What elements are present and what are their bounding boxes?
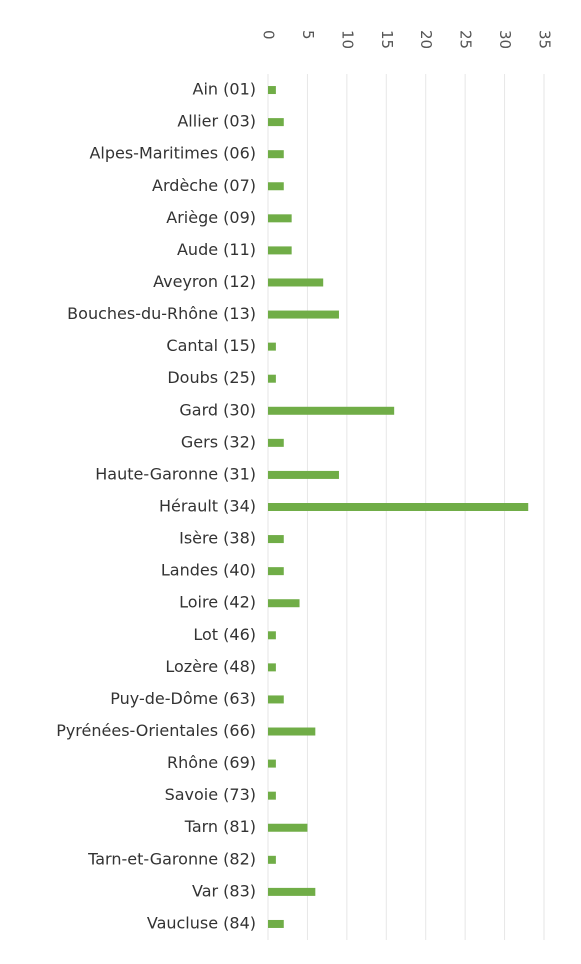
- y-tick-label: Rhône (69): [167, 753, 256, 772]
- bar: [268, 406, 395, 415]
- y-tick-label: Loire (42): [179, 593, 256, 612]
- y-tick-label: Lot (46): [193, 625, 256, 644]
- y-tick-label: Doubs (25): [167, 368, 256, 387]
- y-tick-label: Cantal (15): [166, 336, 256, 355]
- y-tick-label: Hérault (34): [159, 497, 256, 516]
- x-tick-label: 30: [496, 30, 514, 49]
- bar: [268, 919, 284, 928]
- x-tick-label: 5: [299, 30, 317, 40]
- y-tick-label: Gers (32): [181, 432, 256, 451]
- y-tick-label: Ardèche (07): [152, 176, 256, 195]
- y-tick-label: Bouches-du-Rhône (13): [67, 304, 256, 323]
- y-tick-label: Isère (38): [179, 529, 256, 548]
- bar: [268, 342, 276, 351]
- x-tick-label: 20: [417, 30, 435, 49]
- y-tick-label: Pyrénées-Orientales (66): [56, 721, 256, 740]
- bar: [268, 214, 292, 223]
- bar: [268, 695, 284, 704]
- x-tick-label: 0: [260, 30, 278, 40]
- y-tick-label: Aveyron (12): [153, 272, 256, 291]
- bar: [268, 535, 284, 544]
- y-tick-label: Lozère (48): [165, 657, 256, 676]
- bar: [268, 791, 276, 800]
- bar: [268, 470, 339, 479]
- y-tick-label: Vaucluse (84): [147, 913, 256, 932]
- bar: [268, 823, 308, 832]
- y-tick-label: Alpes-Maritimes (06): [89, 144, 256, 163]
- y-tick-label: Gard (30): [179, 400, 256, 419]
- bar: [268, 310, 339, 319]
- bar: [268, 374, 276, 383]
- x-tick-label: 10: [338, 30, 356, 49]
- bar: [268, 86, 276, 95]
- bar: [268, 631, 276, 640]
- bar: [268, 118, 284, 127]
- bar: [268, 150, 284, 159]
- y-tick-label: Haute-Garonne (31): [95, 464, 256, 483]
- bar: [268, 759, 276, 768]
- bar: [268, 599, 300, 608]
- y-tick-label: Aude (11): [177, 240, 256, 259]
- y-tick-label: Var (83): [192, 881, 256, 900]
- y-tick-label: Tarn (81): [184, 817, 256, 836]
- y-tick-label: Allier (03): [177, 112, 256, 131]
- x-tick-label: 15: [378, 30, 396, 49]
- y-tick-label: Savoie (73): [165, 785, 256, 804]
- bar: [268, 278, 324, 287]
- bar: [268, 855, 276, 864]
- y-tick-label: Tarn-et-Garonne (82): [87, 849, 256, 868]
- bar: [268, 567, 284, 576]
- bar: [268, 182, 284, 191]
- y-tick-label: Landes (40): [161, 561, 256, 580]
- x-tick-label: 25: [457, 30, 475, 49]
- bar: [268, 887, 316, 896]
- y-tick-label: Ariège (09): [166, 208, 256, 227]
- x-tick-label: 35: [536, 30, 554, 49]
- y-tick-label: Puy-de-Dôme (63): [110, 689, 256, 708]
- bar: [268, 503, 529, 511]
- bar: [268, 438, 284, 447]
- y-tick-label: Ain (01): [193, 80, 256, 99]
- bar: [268, 246, 292, 255]
- bar: [268, 663, 276, 672]
- bar: [268, 727, 316, 736]
